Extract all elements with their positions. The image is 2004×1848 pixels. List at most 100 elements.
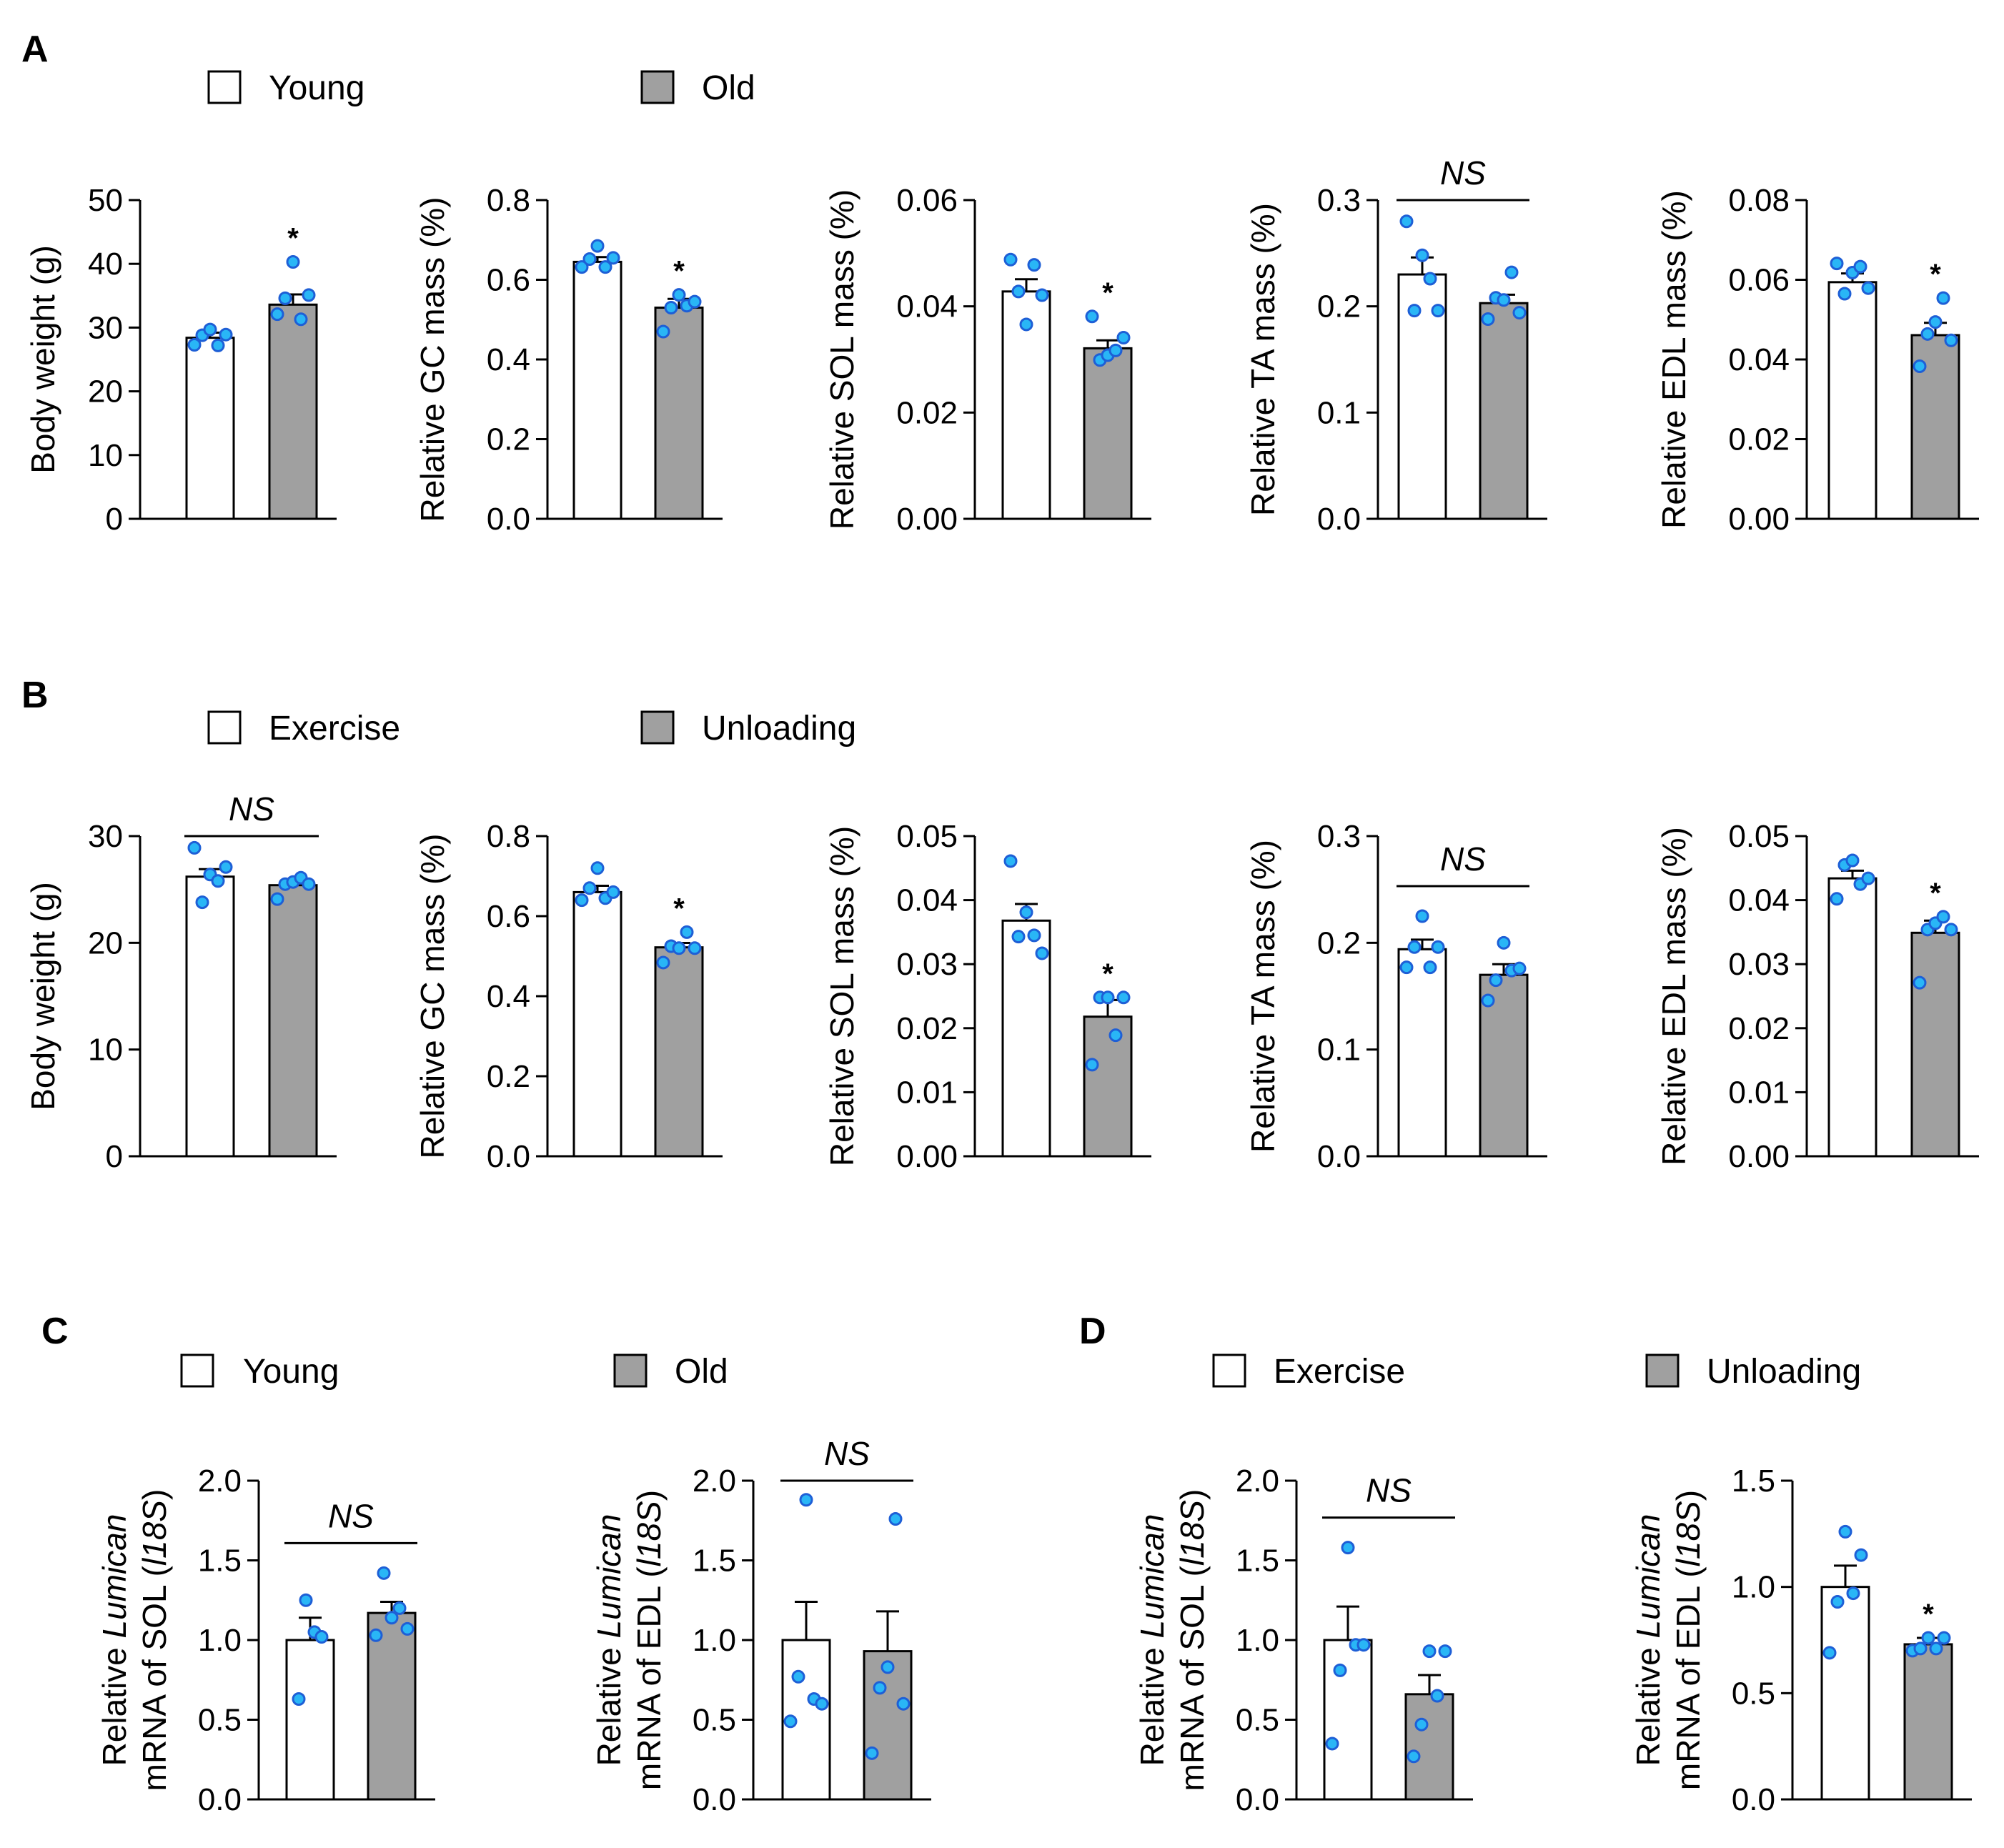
significance-ns: NS	[824, 1435, 870, 1472]
data-point	[1920, 327, 1935, 341]
significance-star: *	[1102, 277, 1113, 309]
data-point	[606, 251, 620, 265]
legend-old-label: Old	[675, 1353, 728, 1391]
significance-star: *	[1930, 878, 1941, 909]
chart-a3: 0.00 0.02 0.04 0.06 Relative SOL mass (%) *	[823, 183, 1151, 537]
y-axis-label-text: )	[136, 1489, 173, 1500]
data-point	[1356, 1638, 1371, 1652]
y-tick-label: 0.2	[1317, 289, 1361, 324]
data-point	[1027, 928, 1041, 943]
data-point	[1407, 940, 1422, 954]
data-point	[1422, 1644, 1437, 1659]
data-point	[219, 327, 233, 342]
data-point	[299, 1593, 313, 1607]
bar-unloading	[268, 884, 318, 1158]
legend-old-swatch	[640, 70, 675, 104]
y-tick-label: 0.02	[896, 1011, 958, 1046]
y-tick-label: 1.5	[198, 1544, 242, 1579]
data-point	[799, 1493, 813, 1507]
bar-exercise	[1323, 1639, 1373, 1801]
y-tick-label: 30	[88, 819, 123, 854]
bar-old	[654, 307, 704, 520]
y-tick-label: 0.6	[487, 263, 530, 298]
bar-old	[1083, 347, 1133, 520]
y-tick-label: 0.06	[896, 183, 958, 218]
y-tick-label: 0.0	[487, 502, 530, 537]
data-point	[1830, 1594, 1845, 1609]
y-axis-label-reference: l18S	[1670, 1501, 1707, 1566]
significance-ns: NS	[229, 790, 274, 828]
data-point	[1399, 960, 1414, 975]
y-axis-label: Body weight (g)	[24, 882, 61, 1111]
data-point	[590, 239, 605, 253]
bar-unloading	[1083, 1015, 1133, 1158]
data-point	[1325, 1737, 1339, 1751]
data-point	[1497, 293, 1511, 307]
chart-a5: 0.00 0.02 0.04 0.06 0.08 Relative EDL mass (%…	[1655, 183, 1979, 537]
y-tick-label: 0.04	[896, 289, 958, 324]
legend-a: Young Old	[207, 69, 755, 107]
y-tick-label: 10	[88, 438, 123, 473]
y-tick-label: 0	[106, 1139, 123, 1174]
data-point	[815, 1697, 829, 1711]
y-tick-label: 0.04	[896, 883, 958, 918]
y-tick-label: 0.02	[1728, 1011, 1790, 1046]
y-axis-label-text: Relative	[590, 1638, 628, 1766]
data-point	[278, 291, 292, 305]
data-point	[1913, 1641, 1928, 1656]
y-tick-label: 0.0	[1317, 1139, 1361, 1174]
panel-label-c: C	[41, 1311, 69, 1352]
data-point	[1003, 252, 1018, 267]
data-point	[292, 1692, 306, 1707]
y-tick-label: 0.8	[487, 183, 530, 218]
data-point	[1407, 304, 1422, 318]
y-tick-label: 10	[88, 1033, 123, 1068]
y-axis-label: Relative TA mass (%)	[1244, 203, 1281, 516]
data-point	[1830, 257, 1844, 271]
y-tick-label: 1.5	[1236, 1544, 1279, 1579]
data-point	[377, 1566, 391, 1580]
significance-star: *	[1923, 1599, 1934, 1630]
data-point	[1035, 288, 1049, 302]
data-point	[1101, 990, 1115, 1005]
data-point	[1838, 1524, 1852, 1539]
data-point	[195, 895, 209, 910]
y-tick-label: 0.1	[1317, 1033, 1361, 1068]
y-axis-label-text: mRNA of SOL (	[1174, 1565, 1211, 1791]
significance-star: *	[1102, 958, 1113, 990]
bar-old	[367, 1611, 417, 1801]
y-tick-label: 0.0	[1317, 502, 1361, 537]
data-point	[219, 860, 233, 874]
y-axis-label: Relative EDL mass (%)	[1655, 827, 1692, 1166]
data-point	[1822, 1646, 1837, 1660]
y-tick-label: 0.2	[487, 1059, 530, 1094]
legend-young-label: Young	[269, 69, 364, 107]
significance-star: *	[673, 893, 685, 924]
legend-old-label: Old	[702, 69, 755, 107]
data-point	[302, 288, 316, 302]
y-tick-label: 40	[88, 247, 123, 282]
data-point	[400, 1621, 415, 1636]
y-tick-label: 0.00	[1728, 1139, 1790, 1174]
data-point	[1489, 973, 1503, 988]
data-point	[575, 893, 589, 908]
bar-unloading	[654, 946, 704, 1158]
bar-exercise	[1820, 1586, 1870, 1801]
y-tick-label: 2.0	[198, 1464, 242, 1499]
y-axis-label-reference: l18S	[630, 1501, 668, 1566]
bar-young	[185, 337, 235, 520]
data-point	[582, 252, 597, 267]
data-point	[664, 301, 678, 315]
data-point	[1861, 281, 1875, 295]
data-point	[1438, 1644, 1452, 1659]
y-tick-label: 0.02	[1728, 422, 1790, 457]
chart-c1: 0.0 0.5 1.0 1.5 2.0 Relative Lumican mRNA of S…	[96, 1464, 435, 1817]
data-point	[1399, 214, 1414, 229]
y-axis-label: Relative SOL mass (%)	[823, 189, 860, 530]
y-tick-label: 0.00	[1728, 502, 1790, 537]
data-point	[656, 324, 670, 339]
data-point	[688, 941, 702, 955]
legend-exercise-label: Exercise	[269, 710, 400, 747]
data-point	[1936, 910, 1950, 924]
